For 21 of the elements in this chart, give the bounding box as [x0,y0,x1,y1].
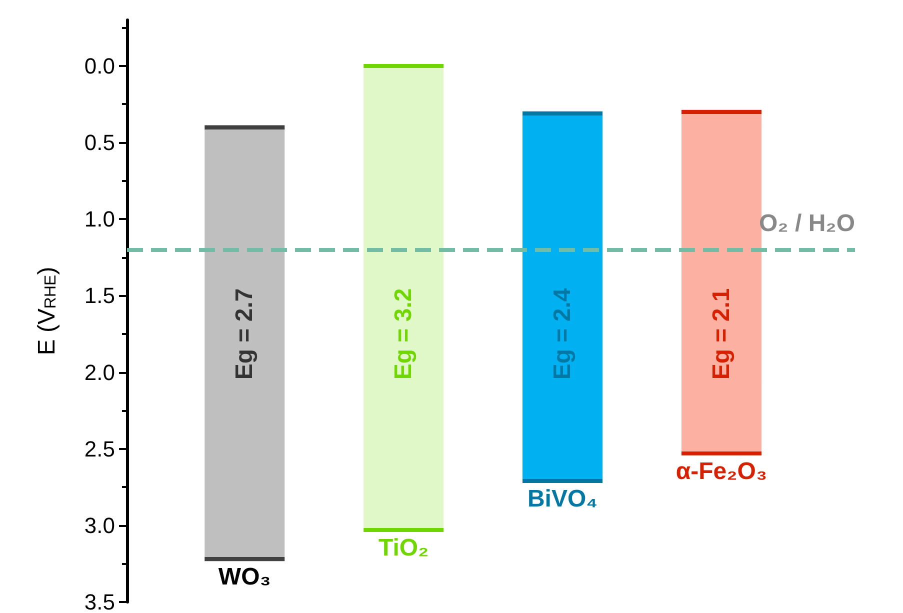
annotation: Eg = 2.4 [549,288,576,380]
annotation: Eg = 3.2 [390,288,418,380]
annotation: Eg = 2.1 [708,288,735,380]
y-tick-label: 2.0 [84,360,115,385]
y-tick-label: 0.5 [84,130,115,156]
x-tick-label: BiVO₄ [527,486,598,513]
y-tick-label: 1.0 [84,206,115,232]
y-tick-label: 2.5 [84,436,115,462]
bar [522,111,603,484]
y-axis-title: E (VRHE) [34,266,60,356]
y-tick-label: 1.5 [84,283,115,308]
bar [681,110,762,456]
x-tick-label: TiO₂ [378,534,429,562]
bar [204,125,285,562]
bar [364,64,444,532]
y-tick-label: 0.0 [84,53,115,78]
annotation: Eg = 2.7 [231,288,258,380]
x-tick-label: WO₃ [218,564,271,591]
x-tick-label: α-Fe₂O₃ [676,458,768,485]
y-tick-label: 3.0 [84,512,115,538]
y-tick-label: 3.5 [84,590,115,613]
